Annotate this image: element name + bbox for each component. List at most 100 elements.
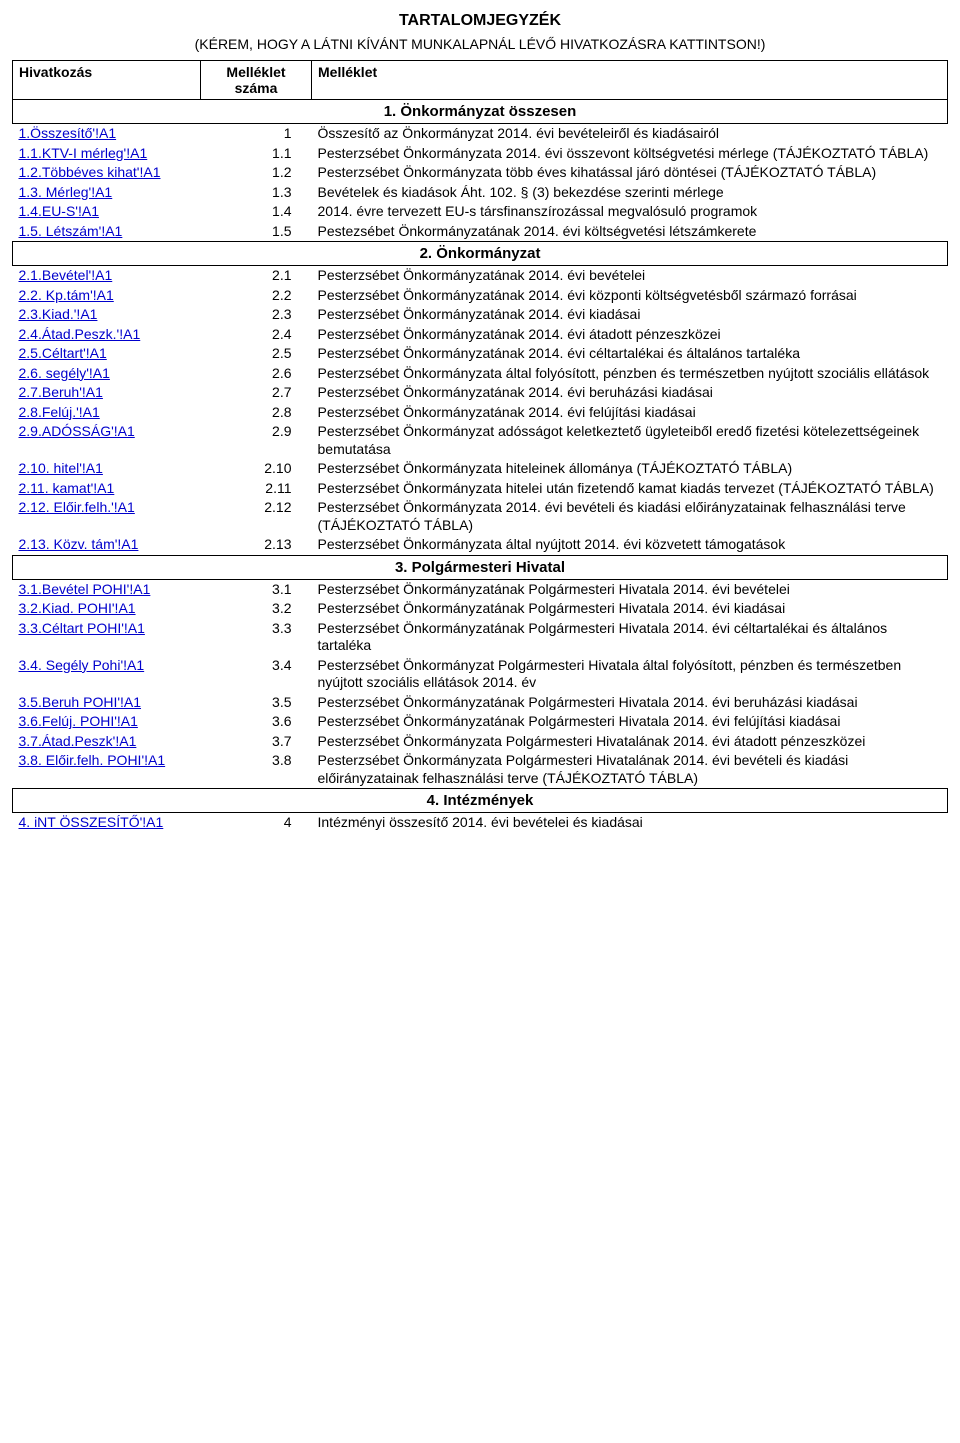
melleklet-desc: 2014. évre tervezett EU-s társfinanszíro… — [312, 202, 948, 222]
ref-link[interactable]: 2.6. segély'!A1 — [13, 364, 201, 384]
melleklet-desc: Pesterzsébet Önkormányzatának 2014. évi … — [312, 403, 948, 423]
melleklet-num: 2.8 — [201, 403, 312, 423]
ref-link[interactable]: 2.4.Átad.Peszk.'!A1 — [13, 325, 201, 345]
ref-link[interactable]: 2.7.Beruh'!A1 — [13, 383, 201, 403]
melleklet-desc: Pesterzsébet Önkormányzatának Polgármest… — [312, 599, 948, 619]
melleklet-num: 2.5 — [201, 344, 312, 364]
melleklet-desc: Pesterzsébet Önkormányzata által folyósí… — [312, 364, 948, 384]
melleklet-num: 2.2 — [201, 286, 312, 306]
melleklet-desc: Bevételek és kiadások Áht. 102. § (3) be… — [312, 183, 948, 203]
melleklet-num: 1.2 — [201, 163, 312, 183]
section-title: 2. Önkormányzat — [13, 242, 948, 266]
table-row: 3.7.Átad.Peszk'!A13.7Pesterzsébet Önkorm… — [13, 732, 948, 752]
melleklet-desc: Pesterzsébet Önkormányzat Polgármesteri … — [312, 656, 948, 693]
melleklet-num: 3.2 — [201, 599, 312, 619]
melleklet-num: 3.7 — [201, 732, 312, 752]
table-row: 1.Összesítő'!A11Összesítő az Önkormányza… — [13, 124, 948, 144]
table-row: 2.1.Bevétel'!A12.1Pesterzsébet Önkormány… — [13, 266, 948, 286]
melleklet-num: 2.10 — [201, 459, 312, 479]
melleklet-num: 3.6 — [201, 712, 312, 732]
melleklet-num: 3.5 — [201, 693, 312, 713]
melleklet-desc: Pestezsébet Önkormányzatának 2014. évi k… — [312, 222, 948, 242]
ref-link[interactable]: 1.2.Többéves kihat'!A1 — [13, 163, 201, 183]
table-row: 2.8.Felúj.'!A12.8Pesterzsébet Önkormányz… — [13, 403, 948, 423]
table-row: 2.7.Beruh'!A12.7Pesterzsébet Önkormányza… — [13, 383, 948, 403]
melleklet-desc: Pesterzsébet Önkormányzatának 2014. évi … — [312, 266, 948, 286]
table-row: 1.1.KTV-I mérleg'!A11.1Pesterzsébet Önko… — [13, 144, 948, 164]
ref-link[interactable]: 3.2.Kiad. POHI'!A1 — [13, 599, 201, 619]
ref-link[interactable]: 2.1.Bevétel'!A1 — [13, 266, 201, 286]
ref-link[interactable]: 2.11. kamat'!A1 — [13, 479, 201, 499]
melleklet-desc: Pesterzsébet Önkormányzatának 2014. évi … — [312, 344, 948, 364]
melleklet-num: 2.11 — [201, 479, 312, 499]
table-row: 2.10. hitel'!A12.10Pesterzsébet Önkormán… — [13, 459, 948, 479]
ref-link[interactable]: 1.1.KTV-I mérleg'!A1 — [13, 144, 201, 164]
table-row: 1.5. Létszám'!A11.5Pestezsébet Önkormány… — [13, 222, 948, 242]
table-header-row: HivatkozásMellékletszámaMelléklet — [13, 61, 948, 100]
table-row: 3.3.Céltart POHI'!A13.3Pesterzsébet Önko… — [13, 619, 948, 656]
melleklet-num: 2.13 — [201, 535, 312, 555]
table-row: 3.6.Felúj. POHI'!A13.6Pesterzsébet Önkor… — [13, 712, 948, 732]
toc-table: HivatkozásMellékletszámaMelléklet1. Önko… — [12, 60, 948, 833]
header-ref: Hivatkozás — [13, 61, 201, 100]
ref-link[interactable]: 1.3. Mérleg'!A1 — [13, 183, 201, 203]
melleklet-num: 2.4 — [201, 325, 312, 345]
melleklet-desc: Pesterzsébet Önkormányzata több éves kih… — [312, 163, 948, 183]
ref-link[interactable]: 2.9.ADÓSSÁG'!A1 — [13, 422, 201, 459]
ref-link[interactable]: 2.2. Kp.tám'!A1 — [13, 286, 201, 306]
melleklet-desc: Pesterzsébet Önkormányzat adósságot kele… — [312, 422, 948, 459]
ref-link[interactable]: 3.4. Segély Pohi'!A1 — [13, 656, 201, 693]
ref-link[interactable]: 2.8.Felúj.'!A1 — [13, 403, 201, 423]
table-row: 2.12. Előir.felh.'!A12.12Pesterzsébet Ön… — [13, 498, 948, 535]
melleklet-num: 2.12 — [201, 498, 312, 535]
ref-link[interactable]: 3.7.Átad.Peszk'!A1 — [13, 732, 201, 752]
ref-link[interactable]: 1.5. Létszám'!A1 — [13, 222, 201, 242]
melleklet-num: 2.1 — [201, 266, 312, 286]
melleklet-desc: Intézményi összesítő 2014. évi bevételei… — [312, 813, 948, 833]
ref-link[interactable]: 3.3.Céltart POHI'!A1 — [13, 619, 201, 656]
section-title: 4. Intézmények — [13, 789, 948, 813]
melleklet-num: 3.8 — [201, 751, 312, 789]
section-title: 3. Polgármesteri Hivatal — [13, 555, 948, 579]
ref-link[interactable]: 1.4.EU-S'!A1 — [13, 202, 201, 222]
melleklet-desc: Pesterzsébet Önkormányzata 2014. évi öss… — [312, 144, 948, 164]
table-row: 2.3.Kiad.'!A12.3Pesterzsébet Önkormányza… — [13, 305, 948, 325]
melleklet-num: 2.7 — [201, 383, 312, 403]
melleklet-num: 4 — [201, 813, 312, 833]
ref-link[interactable]: 2.12. Előir.felh.'!A1 — [13, 498, 201, 535]
ref-link[interactable]: 2.13. Közv. tám'!A1 — [13, 535, 201, 555]
melleklet-desc: Pesterzsébet Önkormányzatának 2014. évi … — [312, 305, 948, 325]
ref-link[interactable]: 2.10. hitel'!A1 — [13, 459, 201, 479]
melleklet-num: 3.3 — [201, 619, 312, 656]
section-header: 2. Önkormányzat — [13, 242, 948, 266]
section-title: 1. Önkormányzat összesen — [13, 100, 948, 124]
table-row: 3.2.Kiad. POHI'!A13.2Pesterzsébet Önkorm… — [13, 599, 948, 619]
melleklet-desc: Pesterzsébet Önkormányzatának 2014. évi … — [312, 286, 948, 306]
table-row: 2.4.Átad.Peszk.'!A12.4Pesterzsébet Önkor… — [13, 325, 948, 345]
table-row: 3.4. Segély Pohi'!A13.4Pesterzsébet Önko… — [13, 656, 948, 693]
page-subtitle: (KÉREM, HOGY A LÁTNI KÍVÁNT MUNKALAPNÁL … — [12, 36, 948, 52]
melleklet-num: 2.3 — [201, 305, 312, 325]
ref-link[interactable]: 3.6.Felúj. POHI'!A1 — [13, 712, 201, 732]
ref-link[interactable]: 4. iNT ÖSSZESÍTŐ'!A1 — [13, 813, 201, 833]
ref-link[interactable]: 2.3.Kiad.'!A1 — [13, 305, 201, 325]
table-row: 4. iNT ÖSSZESÍTŐ'!A14Intézményi összesít… — [13, 813, 948, 833]
melleklet-desc: Pesterzsébet Önkormányzata hitelei után … — [312, 479, 948, 499]
ref-link[interactable]: 3.5.Beruh POHI'!A1 — [13, 693, 201, 713]
ref-link[interactable]: 1.Összesítő'!A1 — [13, 124, 201, 144]
ref-link[interactable]: 3.1.Bevétel POHI'!A1 — [13, 579, 201, 599]
melleklet-desc: Pesterzsébet Önkormányzatának Polgármest… — [312, 579, 948, 599]
table-row: 1.2.Többéves kihat'!A11.2Pesterzsébet Ön… — [13, 163, 948, 183]
melleklet-desc: Pesterzsébet Önkormányzatának Polgármest… — [312, 693, 948, 713]
melleklet-desc: Pesterzsébet Önkormányzatának Polgármest… — [312, 712, 948, 732]
ref-link[interactable]: 3.8. Előir.felh. POHI'!A1 — [13, 751, 201, 789]
melleklet-num: 2.9 — [201, 422, 312, 459]
table-row: 1.3. Mérleg'!A11.3Bevételek és kiadások … — [13, 183, 948, 203]
melleklet-desc: Pesterzsébet Önkormányzata hiteleinek ál… — [312, 459, 948, 479]
section-header: 4. Intézmények — [13, 789, 948, 813]
ref-link[interactable]: 2.5.Céltart'!A1 — [13, 344, 201, 364]
melleklet-desc: Pesterzsébet Önkormányzatának Polgármest… — [312, 619, 948, 656]
melleklet-desc: Pesterzsébet Önkormányzata 2014. évi bev… — [312, 498, 948, 535]
table-row: 2.2. Kp.tám'!A12.2Pesterzsébet Önkormány… — [13, 286, 948, 306]
melleklet-num: 1.1 — [201, 144, 312, 164]
